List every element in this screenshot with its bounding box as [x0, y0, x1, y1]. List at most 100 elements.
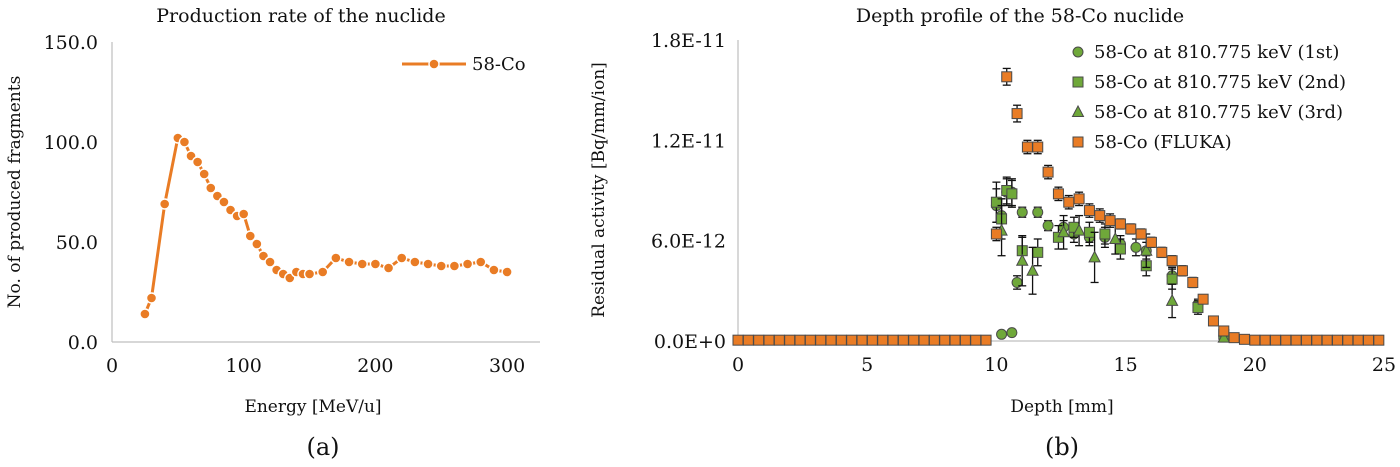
- panel-a-ytick: 50.0: [56, 232, 98, 254]
- panel-b-ytick: 1.8E-11: [651, 30, 726, 52]
- data-point: [1052, 188, 1064, 200]
- data-point: [251, 238, 263, 250]
- data-point: [1083, 205, 1095, 217]
- data-point: [732, 334, 744, 346]
- data-point: [959, 334, 971, 346]
- panel-a-xtick: 300: [489, 355, 525, 377]
- data-point: [369, 258, 382, 270]
- panel-b-series: [732, 67, 1385, 346]
- panel-b-title: Depth profile of the 58-Co nuclide: [856, 5, 1184, 27]
- data-point: [1352, 334, 1364, 346]
- data-point: [1094, 210, 1106, 222]
- data-point: [475, 256, 487, 268]
- data-point: [1280, 334, 1292, 346]
- panel-b-xlabel: Depth [mm]: [1010, 397, 1113, 417]
- data-point: [773, 334, 785, 346]
- data-point: [1228, 332, 1240, 344]
- data-point: [990, 228, 1002, 240]
- panel-b-xtick: 10: [984, 354, 1008, 376]
- panel-b-legend: 58-Co at 810.775 keV (1st) 58-Co at 810.7…: [1071, 42, 1346, 153]
- data-point: [396, 252, 408, 264]
- data-point: [1259, 334, 1271, 346]
- data-point: [1006, 327, 1018, 339]
- data-point: [1042, 220, 1054, 232]
- data-point: [244, 230, 256, 242]
- panel-a-xtick: 0: [106, 355, 118, 377]
- legend-label-58co: 58-Co: [472, 54, 526, 75]
- data-point: [1032, 141, 1044, 153]
- data-point: [877, 334, 889, 346]
- panel-b-axes: 0 5 10 15 20 25 0.0E+0 6.0E-12 1.2E-11 1.8E-11: [651, 30, 1396, 376]
- data-point: [461, 258, 474, 270]
- data-point: [1342, 334, 1354, 346]
- data-point: [908, 334, 920, 346]
- data-point: [1166, 255, 1178, 267]
- panel-a-xtick: 100: [226, 355, 262, 377]
- data-point: [205, 182, 217, 194]
- data-point: [1104, 215, 1116, 227]
- panel-b-label: (b): [1045, 433, 1079, 461]
- data-point: [1145, 236, 1157, 248]
- panel-a-chart: Production rate of the nuclide Energy [M…: [5, 5, 540, 461]
- data-point: [382, 262, 395, 274]
- data-point: [422, 258, 434, 270]
- data-point: [1108, 231, 1122, 244]
- data-point: [846, 334, 858, 346]
- data-point: [970, 334, 982, 346]
- data-point: [1207, 315, 1219, 327]
- data-point: [356, 258, 368, 270]
- panel-b-xtick: 0: [732, 354, 744, 376]
- panel-a-ytick: 150.0: [44, 32, 98, 54]
- data-point: [1114, 243, 1126, 255]
- data-point: [1057, 225, 1070, 238]
- data-point: [1011, 108, 1023, 120]
- data-point: [1269, 334, 1281, 346]
- data-point: [1331, 334, 1343, 346]
- data-point: [1114, 218, 1126, 230]
- data-point: [1125, 223, 1137, 235]
- panel-b-chart: Depth profile of the 58-Co nuclide Depth…: [589, 5, 1396, 461]
- data-point: [343, 256, 355, 268]
- data-point: [949, 334, 961, 346]
- legend-marker-3: [1072, 136, 1084, 148]
- data-point: [435, 260, 447, 272]
- data-point: [1290, 334, 1302, 346]
- data-point: [1063, 196, 1075, 208]
- data-point: [1197, 293, 1209, 305]
- data-point: [191, 156, 204, 168]
- data-point: [1006, 188, 1018, 200]
- panel-a-ylabel: No. of produced fragments: [5, 76, 25, 309]
- data-point: [1187, 276, 1199, 288]
- panel-a-title: Production rate of the nuclide: [156, 5, 445, 27]
- panel-a-ytick: 100.0: [44, 132, 98, 154]
- data-point: [488, 264, 500, 276]
- data-point: [178, 136, 191, 148]
- panel-b-xtick: 5: [861, 354, 873, 376]
- data-point: [237, 208, 250, 220]
- data-point: [1217, 330, 1231, 343]
- data-point: [501, 266, 513, 278]
- data-point: [825, 334, 837, 346]
- legend-label-0: 58-Co at 810.775 keV (1st): [1094, 42, 1339, 63]
- data-point: [1218, 325, 1230, 337]
- data-point: [856, 334, 868, 346]
- panel-a-ytick: 0.0: [68, 332, 98, 354]
- data-point: [303, 268, 316, 280]
- data-point: [198, 168, 210, 180]
- panel-a-label: (a): [306, 433, 339, 461]
- data-point: [804, 334, 816, 346]
- panel-b-xtick: 25: [1372, 354, 1396, 376]
- data-point: [1088, 250, 1101, 263]
- data-point: [409, 256, 421, 268]
- panel-b-ytick: 0.0E+0: [654, 331, 726, 353]
- data-point: [1032, 246, 1044, 258]
- data-point: [1176, 265, 1188, 277]
- panel-b-ytick: 6.0E-12: [651, 231, 726, 253]
- data-point: [1156, 246, 1168, 258]
- data-point: [1135, 228, 1147, 240]
- series-2: [995, 204, 1231, 343]
- panel-a-xlabel: Energy [MeV/u]: [244, 397, 381, 417]
- data-point: [753, 334, 765, 346]
- data-point: [1362, 334, 1374, 346]
- data-point: [980, 334, 992, 346]
